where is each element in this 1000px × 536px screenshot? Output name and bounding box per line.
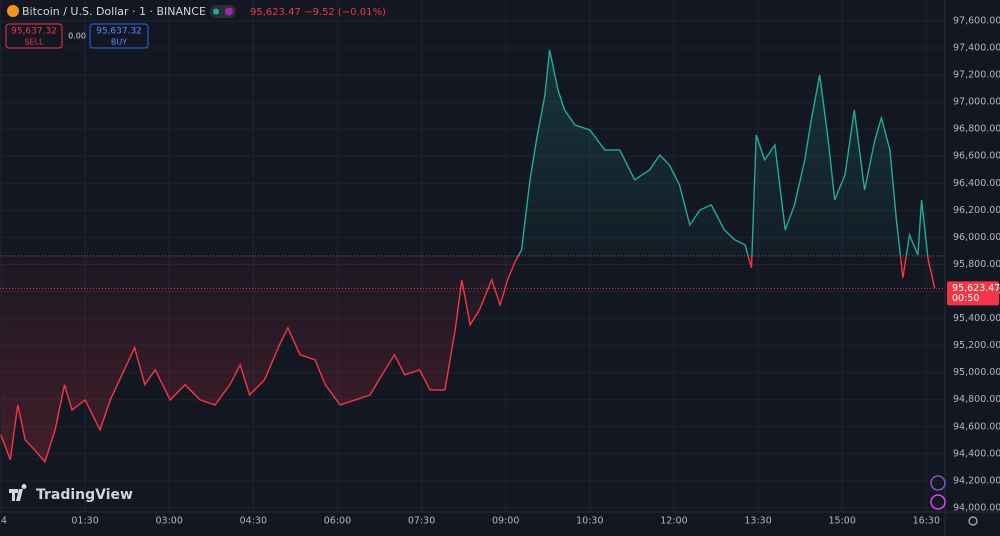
y-tick-label: 97,200.00 — [953, 70, 1000, 81]
y-tick-label: 94,200.00 — [953, 475, 1000, 486]
coin-icon — [7, 5, 19, 17]
y-tick-label: 96,800.00 — [953, 124, 1000, 135]
brand-name[interactable]: TradingView — [36, 487, 133, 503]
x-tick-label: 14 — [0, 516, 7, 527]
y-tick-label: 96,600.00 — [953, 151, 1000, 162]
y-tick-label: 95,000.00 — [953, 367, 1000, 378]
y-tick-label: 96,000.00 — [953, 232, 1000, 243]
x-tick-label: 12:00 — [660, 516, 687, 527]
settings-button[interactable] — [968, 516, 978, 526]
last-price-tag — [947, 281, 999, 306]
y-tick-label: 94,400.00 — [953, 448, 1000, 459]
brand-logo — [9, 484, 27, 501]
sell-button[interactable] — [5, 23, 63, 49]
add-button[interactable] — [930, 475, 946, 491]
x-tick-label: 01:30 — [71, 516, 98, 527]
countdown: 00:50 — [952, 293, 979, 304]
baseline-area — [0, 49, 935, 462]
y-tick-label: 97,600.00 — [953, 15, 1000, 26]
x-tick-label: 04:30 — [240, 516, 267, 527]
x-tick-label: 15:00 — [828, 516, 855, 527]
last-price-label: 95,623.47 — [952, 283, 1000, 294]
buy-button[interactable] — [89, 23, 149, 49]
y-tick-label: 97,400.00 — [953, 43, 1000, 54]
buy-price: 95,637.32 — [96, 27, 142, 37]
x-tick-label: 07:30 — [408, 516, 435, 527]
x-tick-label: 10:30 — [576, 516, 603, 527]
buy-label: BUY — [111, 38, 127, 47]
price-change: 95,623.47 −9.52 (−0.01%) — [250, 7, 386, 18]
market-open-icon — [213, 8, 219, 15]
sell-label: SELL — [24, 38, 44, 47]
x-tick-label: 03:00 — [155, 516, 182, 527]
y-tick-label: 95,800.00 — [953, 259, 1000, 270]
spread: 0.00 — [68, 32, 86, 41]
y-tick-label: 96,400.00 — [953, 178, 1000, 189]
sell-price: 95,637.32 — [11, 27, 57, 37]
x-tick-label: 09:00 — [492, 516, 519, 527]
y-tick-label: 94,800.00 — [953, 394, 1000, 405]
data-icon — [225, 7, 233, 16]
x-tick-label: 13:30 — [744, 516, 771, 527]
y-tick-label: 95,400.00 — [953, 313, 1000, 324]
y-tick-label: 95,200.00 — [953, 340, 1000, 351]
x-tick-label: 06:00 — [324, 516, 351, 527]
y-tick-label: 97,000.00 — [953, 97, 1000, 108]
price-line — [0, 49, 936, 464]
symbol-title[interactable]: Bitcoin / U.S. Dollar · 1 · BINANCE — [22, 5, 206, 18]
y-tick-label: 96,200.00 — [953, 205, 1000, 216]
alert-button[interactable] — [930, 494, 946, 510]
y-tick-label: 94,600.00 — [953, 421, 1000, 432]
y-tick-label: 94,000.00 — [953, 502, 1000, 513]
x-tick-label: 16:30 — [913, 516, 940, 527]
